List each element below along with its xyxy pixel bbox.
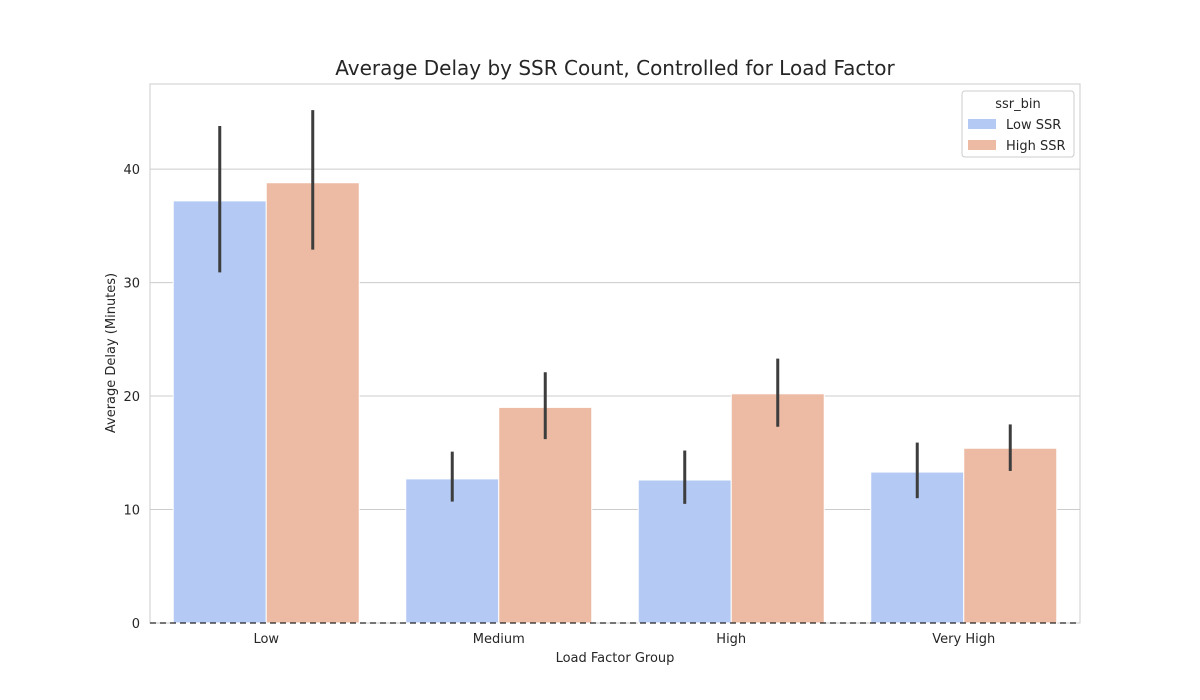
legend: ssr_bin Low SSR High SSR	[961, 90, 1075, 158]
x-tick-label: High	[716, 632, 746, 647]
x-tick-label: Very High	[932, 632, 995, 647]
x-tick-label: Low	[253, 632, 279, 647]
bars	[172, 182, 1058, 624]
error-bars	[218, 110, 1012, 504]
x-tick-label: Medium	[473, 632, 525, 647]
y-tick-labels: 0 10 20 30 40	[123, 163, 140, 632]
bar-high-ssr-very-high	[963, 447, 1058, 624]
legend-title: ssr_bin	[995, 97, 1041, 112]
y-tick-label: 20	[123, 390, 140, 405]
chart-title: Average Delay by SSR Count, Controlled f…	[335, 56, 895, 80]
x-tick-labels: Low Medium High Very High	[253, 632, 995, 647]
bar-high-ssr-high	[730, 393, 825, 624]
legend-swatch-low-ssr	[968, 119, 996, 129]
y-tick-label: 40	[123, 163, 140, 178]
y-axis-label: Average Delay (Minutes)	[104, 273, 119, 433]
bar-high-ssr-medium	[498, 406, 593, 624]
legend-label-high-ssr: High SSR	[1006, 139, 1066, 154]
y-tick-label: 30	[123, 277, 140, 292]
y-tick-label: 0	[132, 617, 140, 632]
legend-label-low-ssr: Low SSR	[1006, 118, 1061, 133]
y-tick-label: 10	[123, 504, 140, 519]
x-axis-label: Load Factor Group	[556, 651, 675, 666]
bar-high-ssr-low	[265, 182, 360, 624]
legend-swatch-high-ssr	[968, 140, 996, 150]
bar-low-ssr-medium	[405, 478, 500, 624]
